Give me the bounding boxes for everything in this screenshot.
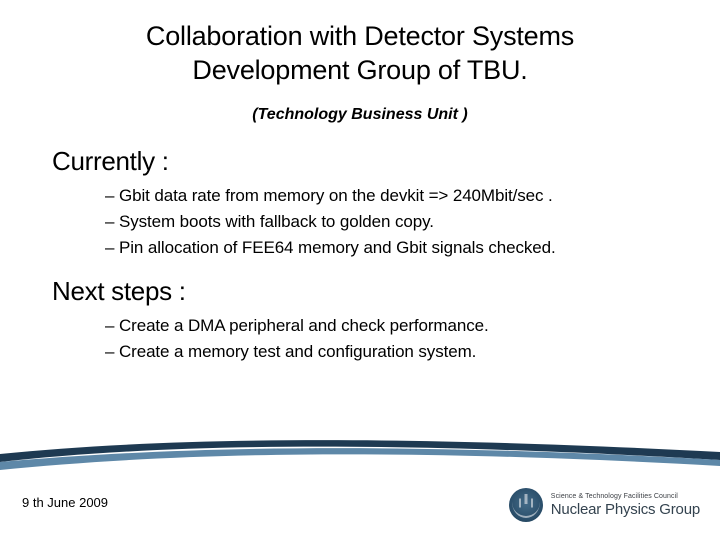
footer-logo-text: Science & Technology Facilities Council … [551,493,700,517]
list-item: Create a memory test and configuration s… [105,339,720,365]
slide: Collaboration with Detector Systems Deve… [0,0,720,540]
list-item: Gbit data rate from memory on the devkit… [105,183,720,209]
slide-title: Collaboration with Detector Systems Deve… [0,20,720,88]
decorative-swoosh [0,432,720,472]
bullet-list-next-steps: Create a DMA peripheral and check perfor… [105,313,720,366]
list-item: Pin allocation of FEE64 memory and Gbit … [105,235,720,261]
section-heading-currently: Currently : [52,146,720,177]
footer-date: 9 th June 2009 [22,495,108,510]
slide-subtitle: (Technology Business Unit ) [0,106,720,124]
title-line-1: Collaboration with Detector Systems [146,21,574,51]
section-heading-next-steps: Next steps : [52,276,720,307]
stfc-logo-icon [509,488,543,522]
bullet-list-currently: Gbit data rate from memory on the devkit… [105,183,720,262]
title-line-2: Development Group of TBU. [192,55,527,85]
footer-logo-small: Science & Technology Facilities Council [551,493,700,500]
footer-logo-big: Nuclear Physics Group [551,502,700,517]
list-item: Create a DMA peripheral and check perfor… [105,313,720,339]
list-item: System boots with fallback to golden cop… [105,209,720,235]
footer-logo: Science & Technology Facilities Council … [509,488,700,522]
